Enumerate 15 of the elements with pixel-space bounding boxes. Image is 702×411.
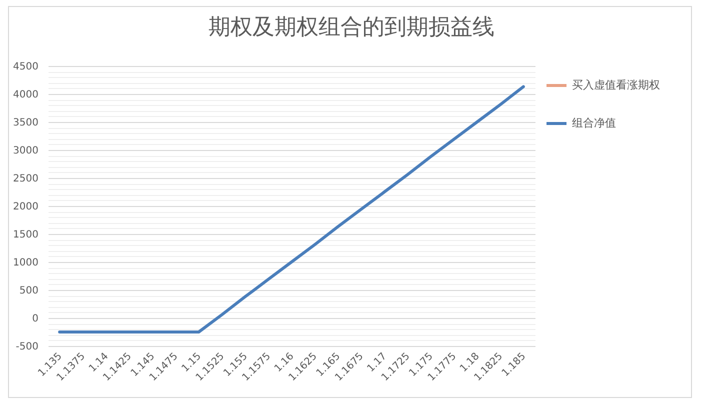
y-tick-label: 4000 [13,90,38,100]
y-tick-label: 2000 [13,202,38,212]
y-tick-label: 3500 [13,118,38,128]
y-tick-label: 4500 [13,62,38,72]
y-tick-label: -500 [16,342,38,352]
y-tick-label: 1000 [13,258,38,268]
y-tick-label: 1500 [13,230,38,240]
y-tick-label: 500 [19,286,38,296]
y-tick-label: 0 [32,314,38,324]
line-series [58,85,525,334]
legend-label: 买入虚值看涨期权 [572,78,660,92]
chart-title: 期权及期权组合的到期损益线 [208,15,494,40]
legend-label: 组合净值 [572,116,616,130]
y-tick-label: 3000 [13,146,38,156]
y-tick-label: 2500 [13,174,38,184]
